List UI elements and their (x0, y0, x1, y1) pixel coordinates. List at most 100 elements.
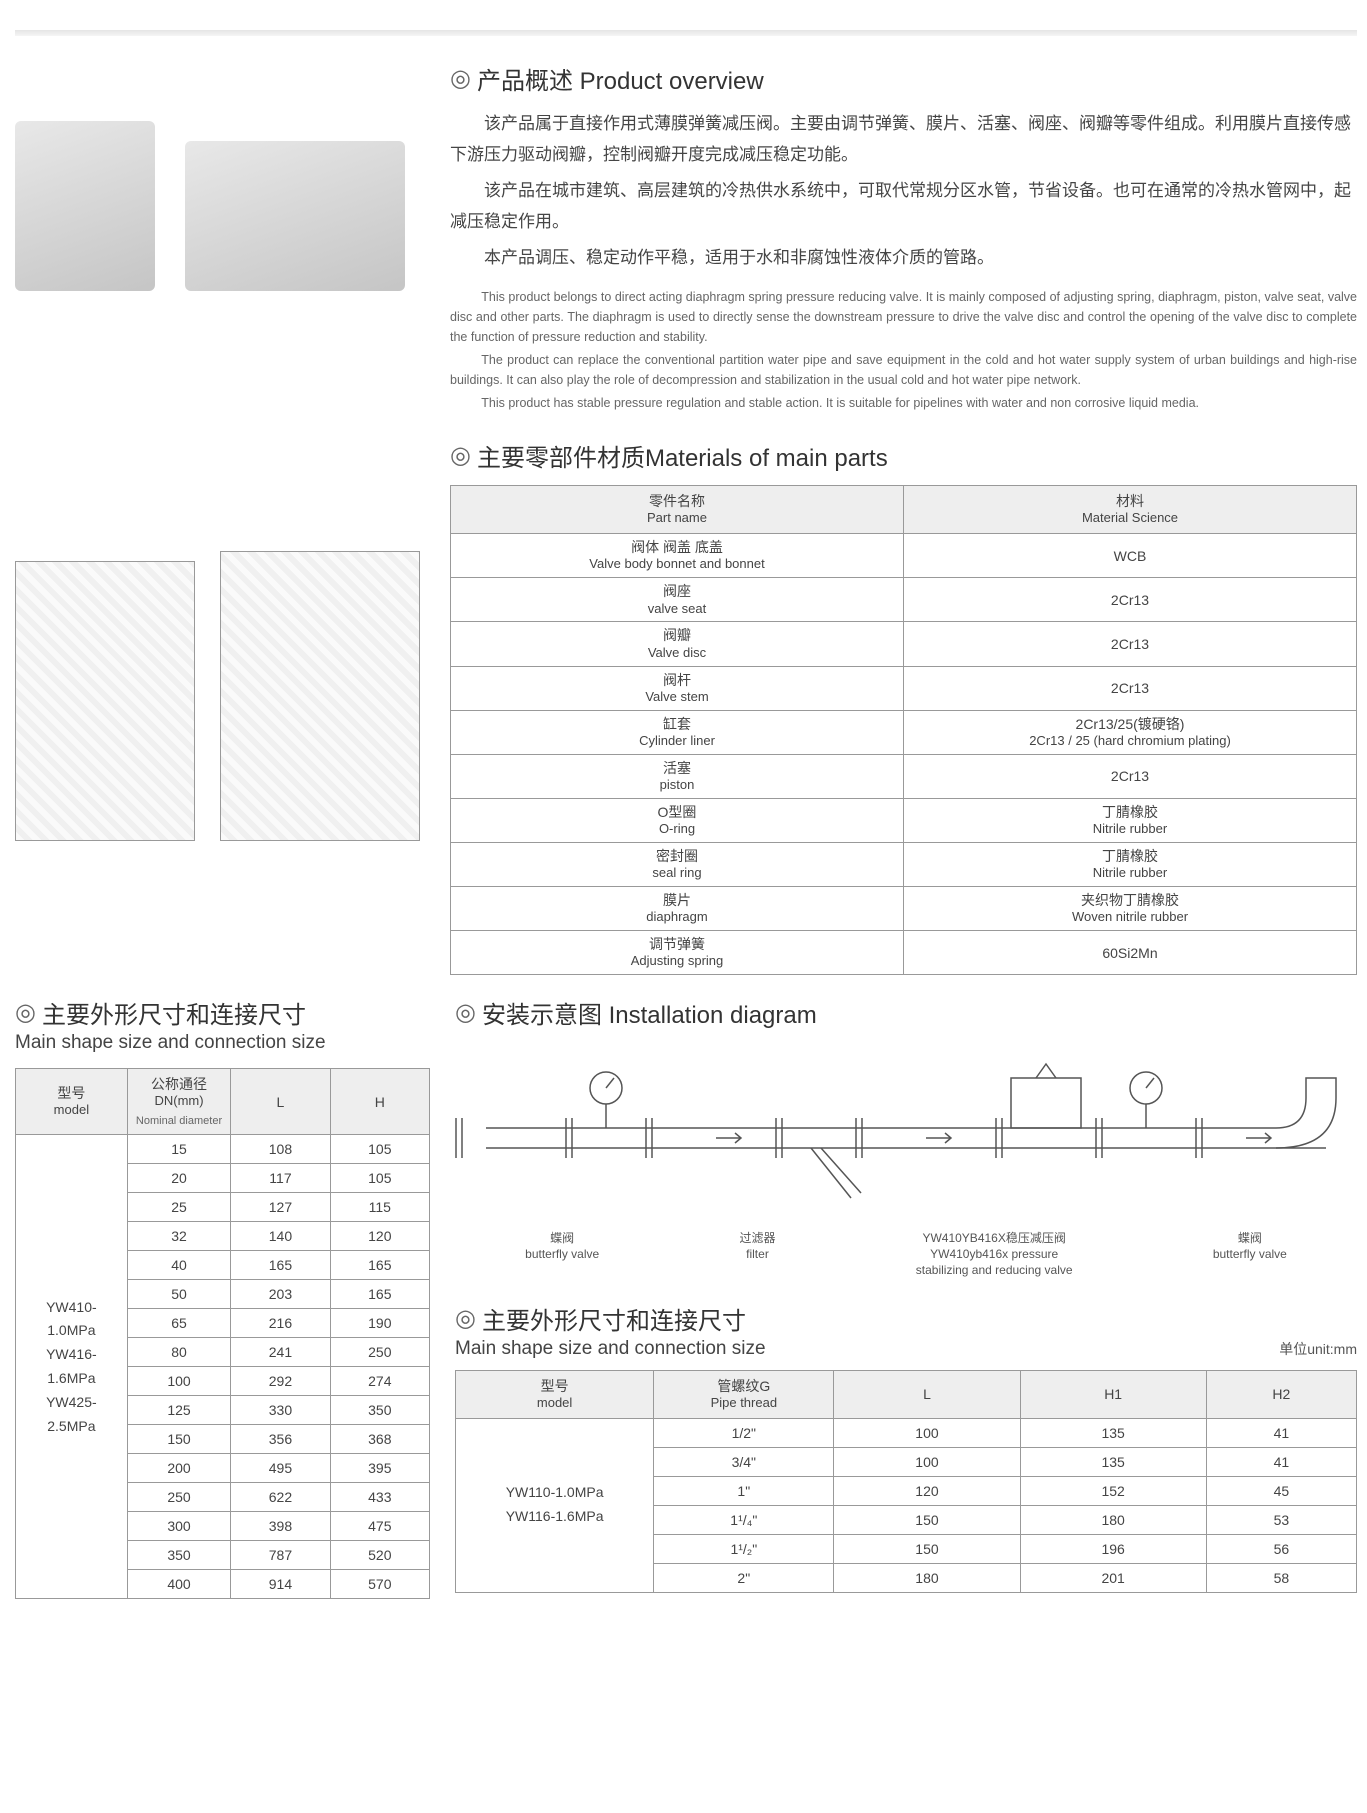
dims2-cell: 58 (1206, 1563, 1356, 1592)
dims1-cell: 241 (231, 1338, 330, 1367)
dims1-cell: 495 (231, 1454, 330, 1483)
dims2-cell: 53 (1206, 1505, 1356, 1534)
materials-part-cell: O型圈O-ring (451, 798, 904, 842)
dims2-cell: 196 (1020, 1534, 1206, 1563)
materials-material-cell: 60Si2Mn (904, 930, 1357, 974)
title-prefix-icon: ◎ (455, 1304, 476, 1333)
dims2-header-g: 管螺纹G Pipe thread (654, 1370, 834, 1418)
materials-part-cell: 阀体 阀盖 底盖Valve body bonnet and bonnet (451, 534, 904, 578)
dims1-cell: 300 (127, 1512, 231, 1541)
materials-material-cell: 2Cr13 (904, 622, 1357, 666)
product-photo-1 (15, 121, 155, 291)
materials-material-cell: 2Cr13/25(镀硬铬)2Cr13 / 25 (hard chromium p… (904, 710, 1357, 754)
dims-left-title-en: Main shape size and connection size (15, 1032, 430, 1054)
dims2-cell: 56 (1206, 1534, 1356, 1563)
dims2-cell: 120 (834, 1476, 1020, 1505)
dims1-cell: 622 (231, 1483, 330, 1512)
materials-row: 密封圈seal ring丁腈橡胶Nitrile rubber (451, 842, 1357, 886)
dims2-cell: 1" (654, 1476, 834, 1505)
drawing-2 (220, 551, 420, 841)
overview-paragraph-en: This product has stable pressure regulat… (450, 393, 1357, 413)
dims1-cell: 105 (330, 1135, 429, 1164)
dims1-cell: 80 (127, 1338, 231, 1367)
dims-right-title-cn: ◎ 主要外形尺寸和连接尺寸 (455, 1301, 1357, 1336)
dims1-cell: 15 (127, 1135, 231, 1164)
technical-drawings (15, 551, 430, 841)
materials-part-cell: 密封圈seal ring (451, 842, 904, 886)
materials-material-cell: 2Cr13 (904, 666, 1357, 710)
install-title: ◎ 安装示意图 Installation diagram (455, 995, 1357, 1030)
unit-note: 单位unit:mm (1279, 1339, 1357, 1359)
materials-row: 阀座valve seat2Cr13 (451, 578, 1357, 622)
dims2-cell: 201 (1020, 1563, 1206, 1592)
dims1-cell: 105 (330, 1164, 429, 1193)
materials-row: 膜片diaphragm夹织物丁腈橡胶Woven nitrile rubber (451, 886, 1357, 930)
dims1-header-l: L (231, 1069, 330, 1135)
title-prefix-icon: ◎ (15, 998, 36, 1027)
materials-header-part: 零件名称 Part name (451, 486, 904, 534)
dims2-header-model: 型号 model (456, 1370, 654, 1418)
drawing-1 (15, 561, 195, 841)
dims1-cell: 20 (127, 1164, 231, 1193)
materials-row: O型圈O-ring丁腈橡胶Nitrile rubber (451, 798, 1357, 842)
materials-material-cell: 夹织物丁腈橡胶Woven nitrile rubber (904, 886, 1357, 930)
dims1-cell: 570 (330, 1570, 429, 1599)
dims2-header-l: L (834, 1370, 1020, 1418)
label-bv-right: 蝶阀 butterfly valve (1213, 1230, 1287, 1279)
dims1-cell: 115 (330, 1193, 429, 1222)
overview-english: This product belongs to direct acting di… (450, 287, 1357, 413)
top-area: ◎ 产品概述 Product overview 该产品属于直接作用式薄膜弹簧减压… (15, 61, 1357, 975)
dims2-cell: 45 (1206, 1476, 1356, 1505)
dims1-cell: 274 (330, 1367, 429, 1396)
product-photo-2 (185, 141, 405, 291)
dims1-cell: 165 (330, 1280, 429, 1309)
top-separator (15, 30, 1357, 36)
dims-right-title-en: Main shape size and connection size (455, 1338, 766, 1360)
title-prefix-icon: ◎ (450, 441, 471, 470)
bottom-right-column: ◎ 安装示意图 Installation diagram (455, 995, 1357, 1599)
dims1-cell: 433 (330, 1483, 429, 1512)
dims1-cell: 250 (330, 1338, 429, 1367)
overview-chinese: 该产品属于直接作用式薄膜弹簧减压阀。主要由调节弹簧、膜片、活塞、阀座、阀瓣等零件… (450, 108, 1357, 273)
dims1-header-h: H (330, 1069, 429, 1135)
dims1-row: YW410-1.0MPaYW416-1.6MPaYW425-2.5MPa1510… (16, 1135, 430, 1164)
materials-row: 缸套Cylinder liner2Cr13/25(镀硬铬)2Cr13 / 25 … (451, 710, 1357, 754)
dims1-cell: 350 (330, 1396, 429, 1425)
dims1-cell: 165 (330, 1251, 429, 1280)
dims2-cell: 41 (1206, 1418, 1356, 1447)
materials-row: 活塞piston2Cr13 (451, 754, 1357, 798)
title-prefix-icon: ◎ (455, 998, 476, 1027)
top-left-column (15, 61, 430, 975)
dims1-cell: 292 (231, 1367, 330, 1396)
dims1-cell: 203 (231, 1280, 330, 1309)
dims2-cell: 1¹/₂" (654, 1534, 834, 1563)
dims2-cell: 180 (1020, 1505, 1206, 1534)
materials-row: 阀瓣Valve disc2Cr13 (451, 622, 1357, 666)
title-prefix-icon: ◎ (450, 64, 471, 93)
materials-part-cell: 调节弹簧Adjusting spring (451, 930, 904, 974)
materials-material-cell: WCB (904, 534, 1357, 578)
dims1-header-model: 型号 model (16, 1069, 128, 1135)
dims1-cell: 190 (330, 1309, 429, 1338)
materials-material-cell: 2Cr13 (904, 578, 1357, 622)
dims1-cell: 475 (330, 1512, 429, 1541)
materials-row: 阀杆Valve stem2Cr13 (451, 666, 1357, 710)
label-main-valve: YW410YB416X稳压减压阀 YW410yb416x pressure st… (916, 1230, 1073, 1279)
dims1-cell: 330 (231, 1396, 330, 1425)
dims1-cell: 787 (231, 1541, 330, 1570)
install-labels: 蝶阀 butterfly valve 过滤器 filter YW410YB416… (455, 1230, 1357, 1279)
dims1-cell: 200 (127, 1454, 231, 1483)
dims1-cell: 125 (127, 1396, 231, 1425)
materials-part-cell: 膜片diaphragm (451, 886, 904, 930)
materials-material-cell: 2Cr13 (904, 754, 1357, 798)
dimensions-table-2: 型号 model 管螺纹G Pipe thread L H1 H2 YW110-… (455, 1370, 1357, 1593)
dims1-cell: 117 (231, 1164, 330, 1193)
label-bv-left: 蝶阀 butterfly valve (525, 1230, 599, 1279)
bottom-left-column: ◎ 主要外形尺寸和连接尺寸 Main shape size and connec… (15, 995, 430, 1599)
overview-title: ◎ 产品概述 Product overview (450, 61, 1357, 96)
dims2-cell: 2" (654, 1563, 834, 1592)
dims1-cell: 350 (127, 1541, 231, 1570)
dims2-model-cell: YW110-1.0MPaYW116-1.6MPa (456, 1418, 654, 1592)
materials-part-cell: 阀座valve seat (451, 578, 904, 622)
materials-row: 调节弹簧Adjusting spring60Si2Mn (451, 930, 1357, 974)
